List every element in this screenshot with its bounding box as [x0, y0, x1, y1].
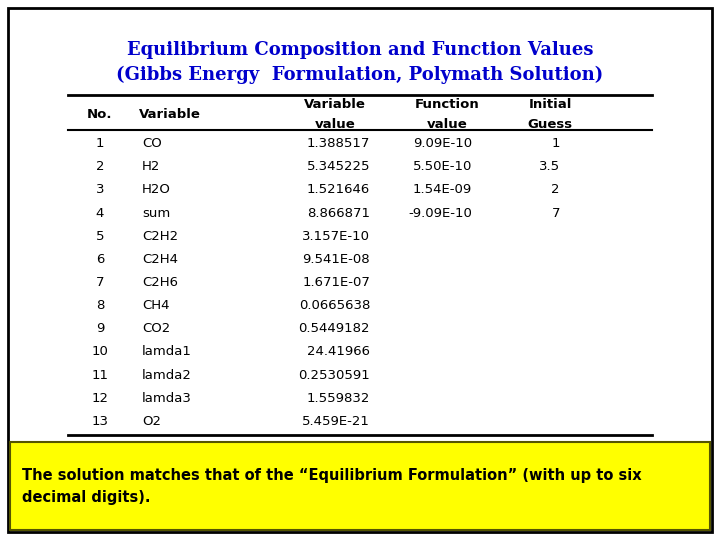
Text: Variable: Variable — [304, 98, 366, 111]
Text: 2: 2 — [96, 160, 104, 173]
Text: C2H2: C2H2 — [142, 230, 178, 242]
Text: 2: 2 — [552, 184, 560, 197]
Text: 1.54E-09: 1.54E-09 — [413, 184, 472, 197]
Text: 24.41966: 24.41966 — [307, 346, 370, 359]
Text: 3.5: 3.5 — [539, 160, 560, 173]
Text: Equilibrium Composition and Function Values: Equilibrium Composition and Function Val… — [127, 41, 593, 59]
Text: 9.09E-10: 9.09E-10 — [413, 137, 472, 150]
Text: 5.345225: 5.345225 — [307, 160, 370, 173]
Text: 8: 8 — [96, 299, 104, 312]
Text: O2: O2 — [142, 415, 161, 428]
Text: 1.671E-07: 1.671E-07 — [302, 276, 370, 289]
Text: 4: 4 — [96, 206, 104, 220]
Text: 1.559832: 1.559832 — [307, 392, 370, 405]
Text: 7: 7 — [552, 206, 560, 220]
Text: CO: CO — [142, 137, 162, 150]
Text: Function: Function — [415, 98, 480, 111]
Text: 1: 1 — [552, 137, 560, 150]
Text: (Gibbs Energy  Formulation, Polymath Solution): (Gibbs Energy Formulation, Polymath Solu… — [117, 66, 603, 84]
Text: 0.5449182: 0.5449182 — [299, 322, 370, 335]
Text: Initial: Initial — [528, 98, 572, 111]
Text: 12: 12 — [91, 392, 109, 405]
Text: sum: sum — [142, 206, 170, 220]
Text: 1.521646: 1.521646 — [307, 184, 370, 197]
Text: value: value — [427, 118, 467, 131]
Text: H2O: H2O — [142, 184, 171, 197]
Text: 3.157E-10: 3.157E-10 — [302, 230, 370, 242]
Text: 0.0665638: 0.0665638 — [299, 299, 370, 312]
Text: 8.866871: 8.866871 — [307, 206, 370, 220]
Text: 1.388517: 1.388517 — [307, 137, 370, 150]
Bar — [10, 442, 710, 530]
Text: 11: 11 — [91, 369, 109, 382]
Text: 7: 7 — [96, 276, 104, 289]
Text: lamda1: lamda1 — [142, 346, 192, 359]
Text: 9.541E-08: 9.541E-08 — [302, 253, 370, 266]
Text: 0.2530591: 0.2530591 — [298, 369, 370, 382]
Text: The solution matches that of the “Equilibrium Formulation” (with up to six
decim: The solution matches that of the “Equili… — [22, 468, 642, 505]
Text: -9.09E-10: -9.09E-10 — [408, 206, 472, 220]
Text: Guess: Guess — [528, 118, 572, 131]
Text: 5.459E-21: 5.459E-21 — [302, 415, 370, 428]
Text: CH4: CH4 — [142, 299, 169, 312]
Text: 1: 1 — [96, 137, 104, 150]
Text: Variable: Variable — [139, 107, 201, 120]
Text: 6: 6 — [96, 253, 104, 266]
Text: lamda3: lamda3 — [142, 392, 192, 405]
Text: 3: 3 — [96, 184, 104, 197]
Text: C2H4: C2H4 — [142, 253, 178, 266]
Text: 13: 13 — [91, 415, 109, 428]
Text: No.: No. — [87, 107, 113, 120]
Text: 9: 9 — [96, 322, 104, 335]
Text: H2: H2 — [142, 160, 161, 173]
Text: CO2: CO2 — [142, 322, 170, 335]
Text: C2H6: C2H6 — [142, 276, 178, 289]
Text: value: value — [315, 118, 356, 131]
Text: 5.50E-10: 5.50E-10 — [413, 160, 472, 173]
Text: lamda2: lamda2 — [142, 369, 192, 382]
Text: 10: 10 — [91, 346, 109, 359]
Text: 5: 5 — [96, 230, 104, 242]
